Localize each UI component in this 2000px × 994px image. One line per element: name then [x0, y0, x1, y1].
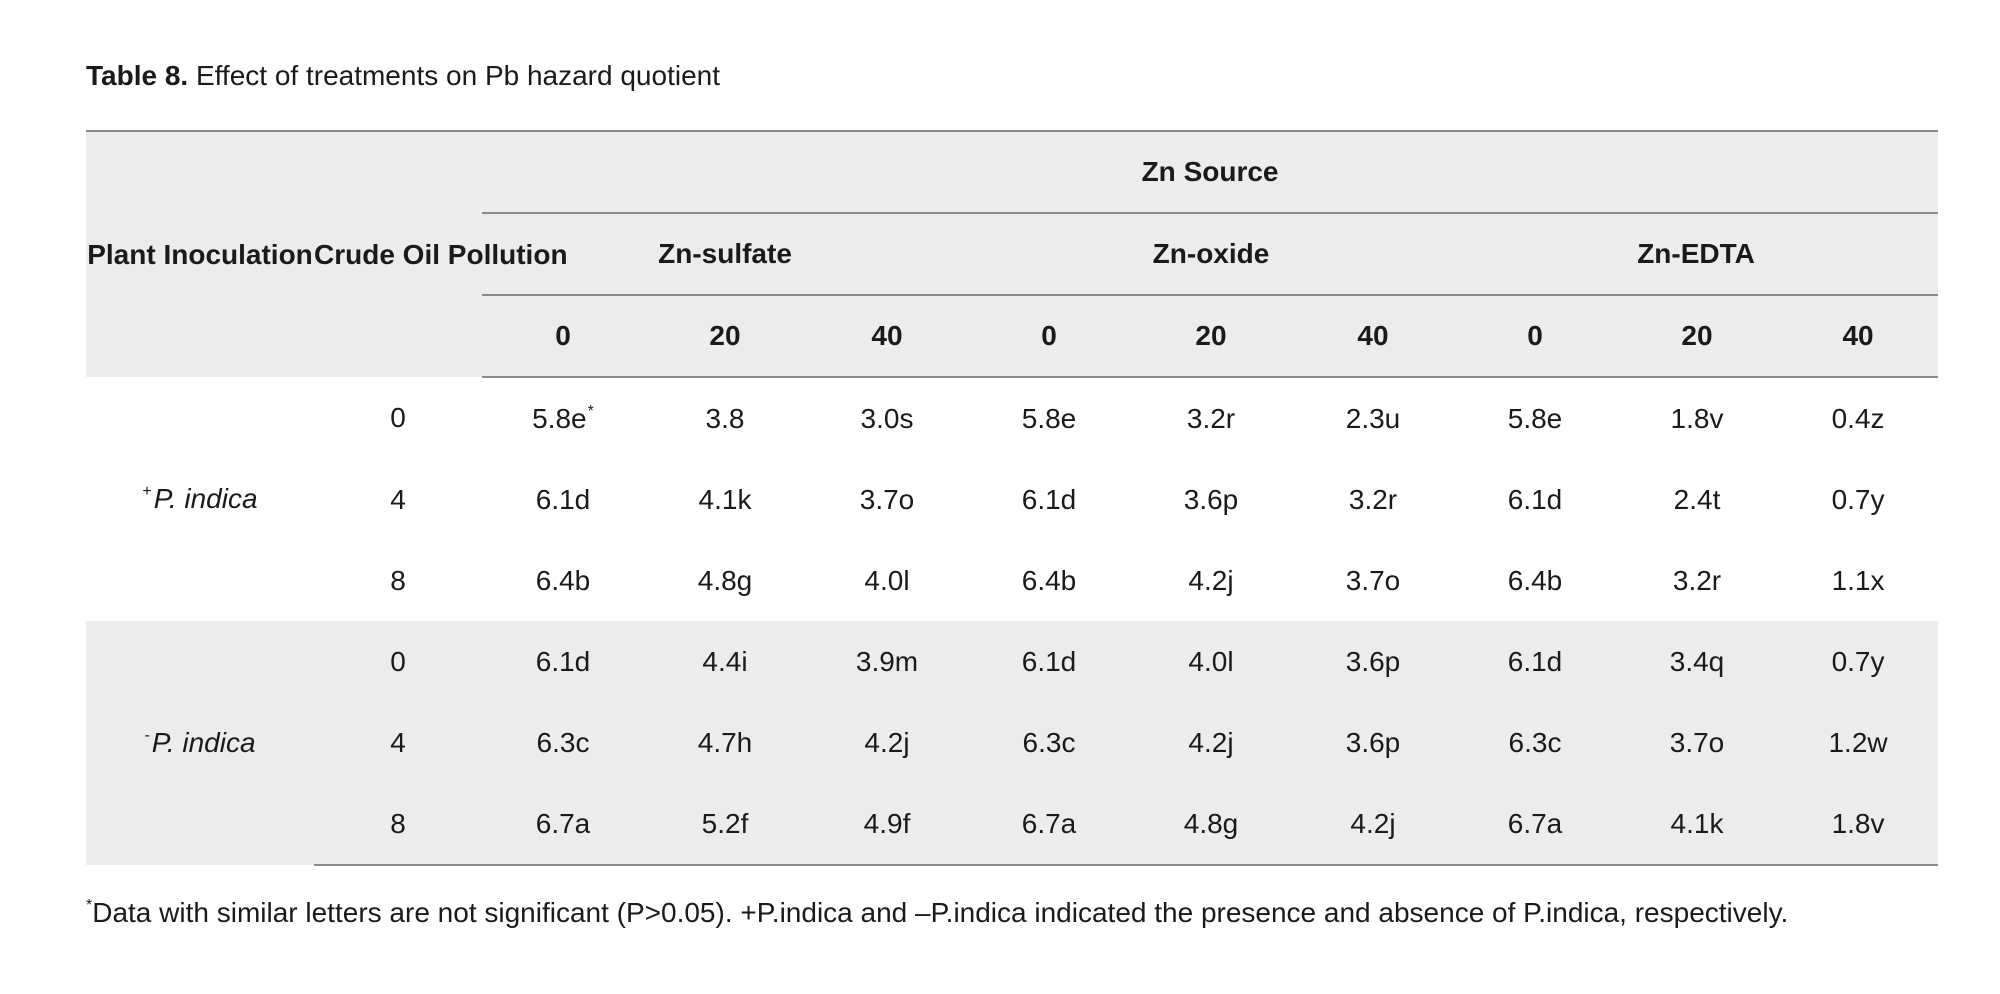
value-cell: 4.4i — [644, 621, 806, 702]
pollution-cell: 4 — [314, 459, 482, 540]
level-header: 40 — [1778, 295, 1939, 378]
value-cell: 3.7o — [1292, 540, 1454, 621]
table-footnote: *Data with similar letters are not signi… — [86, 888, 1788, 931]
value-cell: 6.4b — [968, 540, 1130, 621]
inoculation-label: +P. indica — [86, 377, 314, 621]
value-cell: 4.8g — [1130, 783, 1292, 866]
group-plus-p-indica: +P. indica 0 5.8e* 3.8 3.0s 5.8e 3.2r 2.… — [86, 377, 1939, 621]
value-cell: 2.4t — [1616, 459, 1778, 540]
table-caption: Table 8. Effect of treatments on Pb haza… — [86, 58, 720, 94]
value-cell: 4.2j — [1292, 783, 1454, 866]
table-row: -P. indica 0 6.1d 4.4i 3.9m 6.1d 4.0l 3.… — [86, 621, 1939, 865]
pollution-cell: 8 — [314, 783, 482, 866]
value-cell: 0.4z — [1778, 377, 1939, 459]
value-cell: 6.3c — [968, 702, 1130, 783]
value-cell: 5.2f — [644, 783, 806, 866]
value-cell: 6.4b — [1454, 540, 1616, 621]
value-cell: 1.8v — [1616, 377, 1778, 459]
header-zn-source: Zn Source — [482, 130, 1939, 214]
inoculation-sign: + — [142, 483, 152, 500]
value-cell: 3.6p — [1292, 702, 1454, 783]
value-cell: 5.8e* — [482, 377, 644, 459]
table-row: 4 6.1d 4.1k 3.7o 6.1d 3.6p 3.2r 6.1d 2.4… — [86, 459, 1939, 540]
value-cell: 3.2r — [1616, 540, 1778, 621]
value-cell: 6.7a — [968, 783, 1130, 866]
level-header: 20 — [1130, 295, 1292, 378]
inoculation-label: -P. indica — [86, 621, 314, 865]
value-cell: 3.7o — [1616, 702, 1778, 783]
value-cell: 6.1d — [482, 621, 644, 702]
value-cell: 3.6p — [1292, 621, 1454, 702]
value-cell: 4.1k — [644, 459, 806, 540]
value-cell: 3.2r — [1130, 377, 1292, 459]
value-cell: 2.3u — [1292, 377, 1454, 459]
value-text: 5.8e — [532, 402, 587, 434]
value-cell: 4.2j — [1130, 702, 1292, 783]
value-cell: 6.1d — [1454, 621, 1616, 702]
inoculation-name: P. indica — [153, 483, 258, 514]
pollution-cell: 0 — [314, 377, 482, 459]
level-header: 20 — [1616, 295, 1778, 378]
table-title: Effect of treatments on Pb hazard quotie… — [195, 60, 720, 91]
header-zn-edta: Zn-EDTA — [1454, 213, 1939, 296]
footnote-text: Data with similar letters are not signif… — [92, 897, 1789, 928]
table-label: Table 8. — [86, 60, 189, 91]
value-cell: 4.1k — [1616, 783, 1778, 866]
level-header: 20 — [644, 295, 806, 378]
table-row: 4 6.3c 4.7h 4.2j 6.3c 4.2j 3.6p 6.3c 3.7… — [86, 702, 1939, 783]
footnote-marker: * — [86, 897, 93, 914]
table-row: +P. indica 0 5.8e* 3.8 3.0s 5.8e 3.2r 2.… — [86, 377, 1939, 621]
level-header: 0 — [482, 295, 644, 378]
pollution-cell: 0 — [314, 621, 482, 702]
value-cell: 3.8 — [644, 377, 806, 459]
inoculation-name: P. indica — [151, 727, 256, 758]
table-row: 8 6.4b 4.8g 4.0l 6.4b 4.2j 3.7o 6.4b 3.2… — [86, 540, 1939, 621]
significance-marker: * — [587, 402, 594, 420]
value-cell: 6.4b — [482, 540, 644, 621]
level-header: 0 — [968, 295, 1130, 378]
value-cell: 4.2j — [806, 702, 968, 783]
value-cell: 6.1d — [482, 459, 644, 540]
table-row: 8 6.7a 5.2f 4.9f 6.7a 4.8g 4.2j 6.7a 4.1… — [86, 783, 1939, 866]
pollution-cell: 4 — [314, 702, 482, 783]
inoculation-sign: - — [144, 727, 150, 744]
value-cell: 4.9f — [806, 783, 968, 866]
header-zn-sulfate: Zn-sulfate — [482, 213, 968, 296]
value-cell: 6.1d — [1454, 459, 1616, 540]
value-cell: 6.3c — [482, 702, 644, 783]
level-header: 40 — [806, 295, 968, 378]
value-cell: 3.9m — [806, 621, 968, 702]
value-cell: 6.1d — [968, 621, 1130, 702]
header-zn-oxide: Zn-oxide — [968, 213, 1454, 296]
value-cell: 5.8e — [968, 377, 1130, 459]
value-cell: 0.7y — [1778, 621, 1939, 702]
value-cell: 3.7o — [806, 459, 968, 540]
header-plant-inoculation: Plant Inoculation — [86, 130, 314, 377]
value-cell: 4.8g — [644, 540, 806, 621]
value-cell: 4.2j — [1130, 540, 1292, 621]
value-cell: 0.7y — [1778, 459, 1939, 540]
value-cell: 4.0l — [1130, 621, 1292, 702]
value-cell: 3.6p — [1130, 459, 1292, 540]
value-cell: 1.1x — [1778, 540, 1939, 621]
value-cell: 4.7h — [644, 702, 806, 783]
level-header: 40 — [1292, 295, 1454, 378]
value-cell: 6.7a — [1454, 783, 1616, 866]
value-cell: 4.0l — [806, 540, 968, 621]
value-cell: 5.8e — [1454, 377, 1616, 459]
value-cell: 6.1d — [968, 459, 1130, 540]
header-crude-oil-pollution: Crude Oil Pollution — [314, 130, 568, 377]
value-cell: 1.2w — [1778, 702, 1939, 783]
value-cell: 3.4q — [1616, 621, 1778, 702]
value-cell: 6.7a — [482, 783, 644, 866]
hazard-quotient-table: Plant Inoculation Crude Oil Pollution Zn… — [86, 130, 1939, 866]
value-cell: 6.3c — [1454, 702, 1616, 783]
pollution-cell: 8 — [314, 540, 482, 621]
value-cell: 1.8v — [1778, 783, 1939, 866]
value-cell: 3.0s — [806, 377, 968, 459]
group-minus-p-indica: -P. indica 0 6.1d 4.4i 3.9m 6.1d 4.0l 3.… — [86, 621, 1939, 866]
value-cell: 3.2r — [1292, 459, 1454, 540]
level-header: 0 — [1454, 295, 1616, 378]
